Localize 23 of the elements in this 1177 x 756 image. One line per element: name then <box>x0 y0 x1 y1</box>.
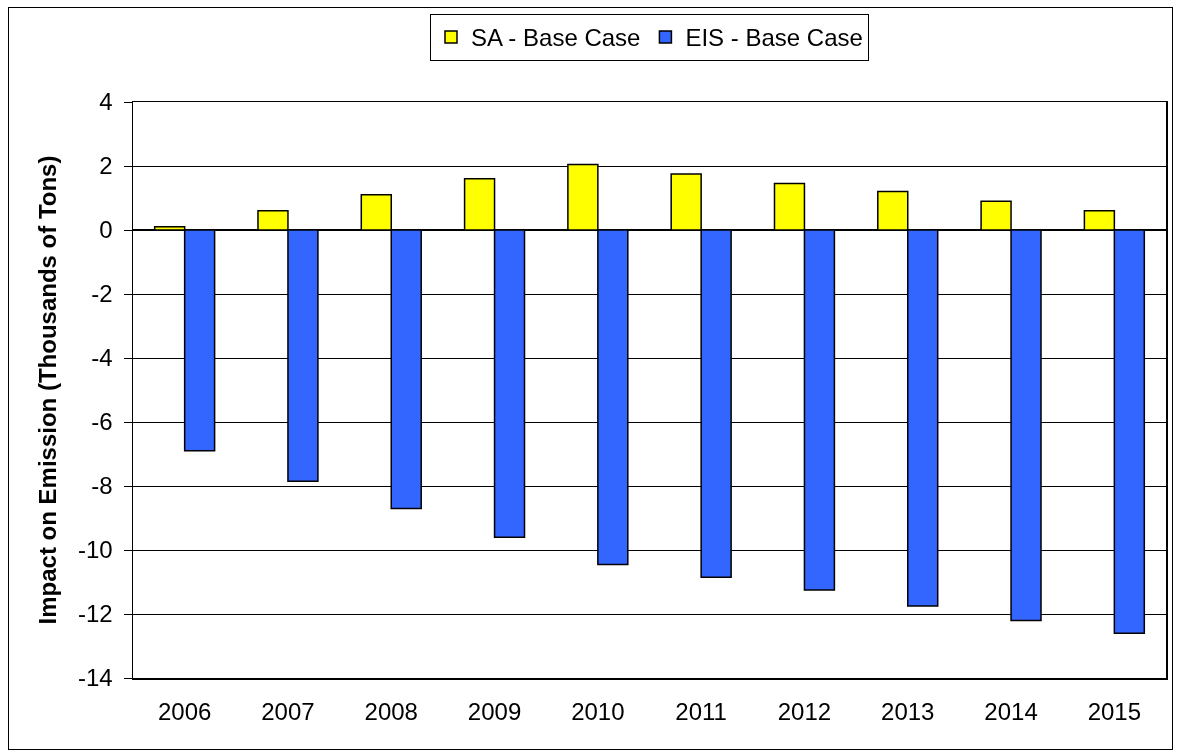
x-tick-label: 2006 <box>157 698 212 726</box>
y-tick-label: -4 <box>91 344 113 372</box>
y-tick-label: -2 <box>91 280 113 308</box>
legend-label: SA - Base Case <box>471 24 641 52</box>
y-tick-label: -6 <box>91 408 113 436</box>
y-tick-label: -14 <box>78 664 113 692</box>
legend-label: EIS - Base Case <box>685 24 863 52</box>
y-tick-label: 0 <box>99 216 113 244</box>
x-tick-label: 2009 <box>467 698 522 726</box>
x-tick-label: 2007 <box>261 698 315 726</box>
x-tick-label: 2013 <box>881 698 935 726</box>
x-tick-label: 2014 <box>984 698 1038 726</box>
y-tick-label: -10 <box>78 536 113 564</box>
x-tick-label: 2015 <box>1087 698 1142 726</box>
y-tick-label: 4 <box>99 88 113 116</box>
x-tick-label: 2010 <box>571 698 625 726</box>
y-tick-label: -8 <box>91 472 113 500</box>
y-tick-label: 2 <box>99 152 113 180</box>
x-tick-label: 2008 <box>364 698 418 726</box>
x-tick-label: 2011 <box>675 698 727 726</box>
y-tick-label: -12 <box>78 600 113 628</box>
x-tick-label: 2012 <box>777 698 832 726</box>
y-axis-title: Impact on Emission (Thousands of Tons) <box>34 155 62 625</box>
